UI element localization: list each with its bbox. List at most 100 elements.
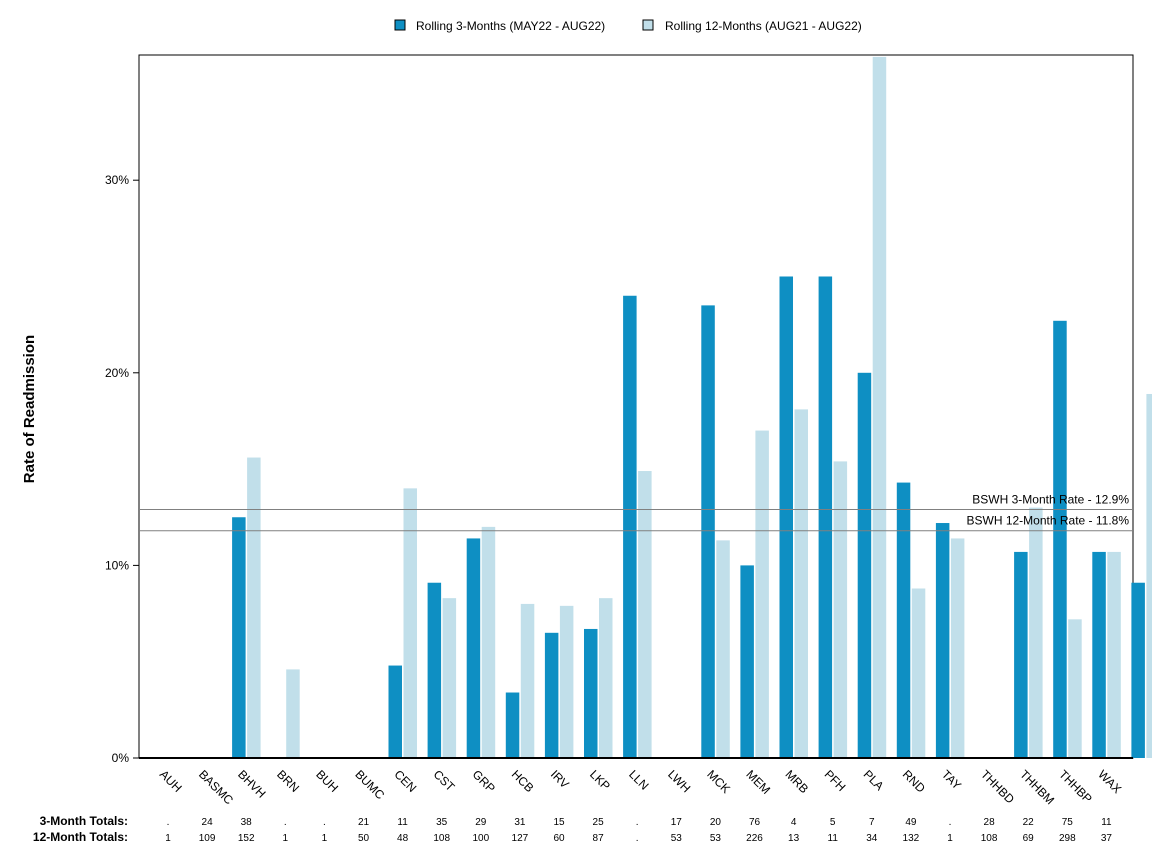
category-label: THHBD [978, 767, 1017, 806]
three-month-total: 25 [593, 817, 605, 828]
twelve-month-total: 1 [165, 833, 171, 844]
twelve-month-total: 11 [828, 833, 839, 844]
bar-12-month-wax [1146, 393, 1152, 758]
category-label: THHBM [1017, 767, 1057, 807]
legend-label-12-month: Rolling 12-Months (AUG21 - AUG22) [665, 19, 862, 33]
three-month-total: 5 [830, 817, 836, 828]
reference-lines: BSWH 3-Month Rate - 12.9% BSWH 12-Month R… [139, 493, 1133, 532]
category-label: HCB [509, 767, 537, 795]
bar-3-month-grp [505, 692, 520, 758]
three-month-total: . [167, 817, 170, 828]
twelve-month-total: 1 [283, 833, 289, 844]
bar-12-month-pla [911, 588, 926, 758]
three-month-total: 21 [358, 817, 370, 828]
bar-12-month-hcb [559, 605, 574, 758]
bar-3-month-mrb [818, 276, 833, 758]
bar-3-month-irv [584, 628, 598, 758]
three-month-total: 49 [905, 817, 917, 828]
bar-12-month-thhbm [1068, 619, 1082, 758]
y-axis-ticks: 0% 10% 20% 30% [105, 173, 139, 765]
category-label: GRP [470, 767, 498, 795]
bar-12-month-bumc [403, 488, 417, 758]
three-month-total: 11 [1101, 817, 1112, 828]
bars [232, 56, 1152, 759]
three-month-total: 29 [475, 817, 487, 828]
twelve-month-total: 53 [710, 833, 722, 844]
category-label: IRV [548, 767, 572, 791]
three-month-total: . [949, 817, 952, 828]
twelve-month-total: . [636, 833, 639, 844]
category-label: MRB [782, 767, 811, 796]
twelve-month-total: 87 [593, 833, 605, 844]
category-label: MCK [704, 767, 733, 796]
bar-3-month-basmc [232, 517, 246, 758]
twelve-month-total: 132 [903, 833, 920, 844]
twelve-month-total: 53 [671, 833, 683, 844]
three-month-total: 7 [869, 817, 875, 828]
category-label: BRN [274, 767, 302, 795]
bar-12-month-rnd [950, 538, 965, 758]
bar-3-month-mck [740, 565, 754, 758]
bar-3-month-pla [896, 482, 911, 758]
y-tick-label: 20% [105, 366, 129, 380]
category-label: PFH [822, 767, 849, 794]
bar-12-month-lwh [716, 540, 730, 758]
category-label: BUH [313, 767, 341, 795]
category-label: BHVH [235, 767, 268, 800]
bar-12-month-thhbd [1029, 507, 1043, 758]
x-axis-categories: AUH BASMC BHVH BRN BUH BUMC CEN CST GRP HCB IRV LKP… [157, 767, 1124, 807]
bar-3-month-mem [779, 276, 793, 758]
bar-12-month-mem [794, 409, 808, 758]
y-tick-label: 10% [105, 558, 129, 572]
twelve-month-totals-label: 12-Month Totals: [33, 830, 128, 844]
category-label: MEM [743, 767, 773, 797]
bar-12-month-irv [599, 598, 613, 758]
twelve-month-total: 108 [433, 833, 450, 844]
bar-12-month-grp [520, 603, 535, 758]
three-month-total: 17 [671, 817, 683, 828]
reference-label-3-month: BSWH 3-Month Rate - 12.9% [972, 493, 1129, 507]
twelve-month-total: 34 [866, 833, 878, 844]
category-label: WAX [1095, 767, 1124, 796]
category-label: PLA [861, 767, 887, 793]
bar-3-month-wax [1131, 582, 1145, 758]
three-month-total: . [323, 817, 326, 828]
category-label: CEN [391, 767, 419, 795]
y-tick-label: 30% [105, 173, 129, 187]
y-tick-label: 0% [112, 751, 130, 765]
category-label: RND [900, 767, 929, 796]
totals-values: . 1 24 109 38 152. 1. 1 21 50 11 48 35 108 29 100 31 127 1… [165, 817, 1112, 844]
category-label: BUMC [352, 767, 387, 802]
legend-swatch-12-month [642, 19, 654, 31]
twelve-month-total: 108 [981, 833, 998, 844]
three-month-total: 75 [1062, 817, 1074, 828]
twelve-month-total: 298 [1059, 833, 1076, 844]
legend-swatch-3-month [394, 19, 406, 31]
three-month-total: . [284, 817, 287, 828]
three-month-total: 28 [984, 817, 996, 828]
three-month-total: 76 [749, 817, 761, 828]
twelve-month-total: 13 [788, 833, 800, 844]
bar-12-month-cen [442, 598, 457, 758]
category-label: TAY [939, 767, 964, 792]
three-month-total: 38 [241, 817, 253, 828]
three-month-total: 4 [791, 817, 797, 828]
twelve-month-total: 50 [358, 833, 370, 844]
bar-3-month-lkp [623, 295, 637, 758]
bar-12-month-thhbp [1107, 551, 1121, 758]
bar-12-month-pfh [872, 56, 887, 759]
twelve-month-total: 109 [199, 833, 216, 844]
three-month-total: 22 [1023, 817, 1035, 828]
bar-12-month-mrb [833, 461, 848, 758]
reference-label-12-month: BSWH 12-Month Rate - 11.8% [966, 514, 1129, 528]
twelve-month-total: 60 [553, 833, 565, 844]
y-axis-label: Rate of Readmission [21, 335, 38, 483]
category-label: AUH [157, 767, 185, 795]
bar-12-month-bhvh [286, 669, 300, 758]
legend-label-3-month: Rolling 3-Months (MAY22 - AUG22) [416, 19, 605, 33]
bar-3-month-lwh [701, 305, 715, 758]
twelve-month-total: 100 [472, 833, 489, 844]
twelve-month-total: 1 [947, 833, 953, 844]
bar-3-month-hcb [544, 632, 559, 758]
